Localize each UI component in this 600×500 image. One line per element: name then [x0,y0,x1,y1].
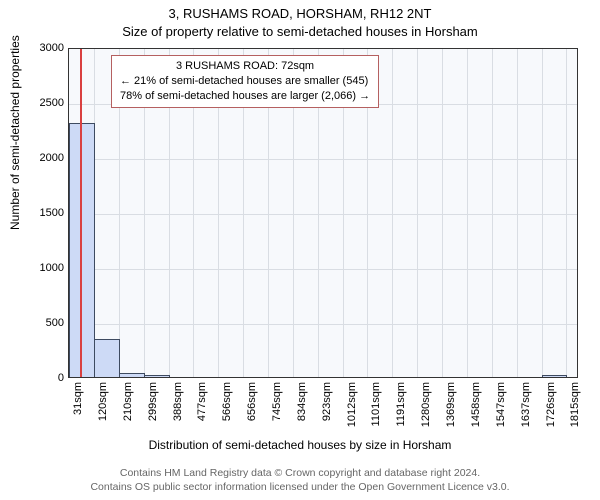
chart-footer: Contains HM Land Registry data © Crown c… [0,466,600,494]
x-tick-label: 120sqm [97,382,109,421]
gridline-h [69,269,577,270]
x-tick-label: 477sqm [196,382,208,421]
gridline-v [517,49,518,377]
x-tick-label: 1012sqm [346,382,358,427]
x-tick-label: 31sqm [72,382,84,415]
annotation-box: 3 RUSHAMS ROAD: 72sqm← 21% of semi-detac… [111,55,379,108]
gridline-v [542,49,543,377]
y-axis-label: Number of semi-detached properties [8,35,22,230]
gridline-h [69,214,577,215]
x-tick-label: 1101sqm [370,382,382,426]
x-tick-label: 1726sqm [545,382,557,427]
property-marker-line [80,49,82,377]
chart-container: 3, RUSHAMS ROAD, HORSHAM, RH12 2NT Size … [0,0,600,500]
x-tick-label: 1637sqm [520,382,532,427]
gridline-v [492,49,493,377]
annotation-line: ← 21% of semi-detached houses are smalle… [120,74,370,89]
gridline-h [69,324,577,325]
histogram-bar [542,375,568,377]
x-tick-label: 1280sqm [420,382,432,427]
y-tick-label: 3000 [24,42,64,54]
y-tick-label: 1000 [24,262,64,274]
y-tick-label: 2500 [24,97,64,109]
gridline-v [392,49,393,377]
x-tick-label: 388sqm [172,382,184,421]
annotation-line: 3 RUSHAMS ROAD: 72sqm [120,59,370,74]
x-tick-label: 210sqm [122,382,134,421]
gridline-v [417,49,418,377]
y-tick-label: 1500 [24,207,64,219]
x-tick-label: 1815sqm [569,382,581,427]
y-tick-label: 2000 [24,152,64,164]
x-tick-label: 834sqm [296,382,308,421]
x-tick-label: 299sqm [147,382,159,421]
x-tick-label: 656sqm [246,382,258,421]
annotation-line: 78% of semi-detached houses are larger (… [120,89,370,104]
histogram-bar [119,373,145,377]
footer-line-1: Contains HM Land Registry data © Crown c… [0,466,600,480]
histogram-bar [144,375,170,377]
x-axis-label: Distribution of semi-detached houses by … [0,438,600,452]
y-tick-label: 500 [24,317,64,329]
x-tick-label: 923sqm [321,382,333,421]
gridline-v [467,49,468,377]
y-tick-label: 0 [24,372,64,384]
x-tick-label: 745sqm [271,382,283,421]
chart-title-address: 3, RUSHAMS ROAD, HORSHAM, RH12 2NT [0,6,600,21]
x-tick-label: 1191sqm [395,382,407,426]
x-tick-label: 566sqm [221,382,233,421]
footer-line-2: Contains OS public sector information li… [0,480,600,494]
x-tick-label: 1369sqm [445,382,457,427]
plot-area: 3 RUSHAMS ROAD: 72sqm← 21% of semi-detac… [68,48,578,378]
gridline-v [566,49,567,377]
x-tick-label: 1458sqm [470,382,482,427]
chart-title-desc: Size of property relative to semi-detach… [0,24,600,39]
histogram-bar [94,339,120,377]
x-tick-label: 1547sqm [495,382,507,427]
gridline-v [442,49,443,377]
gridline-h [69,159,577,160]
